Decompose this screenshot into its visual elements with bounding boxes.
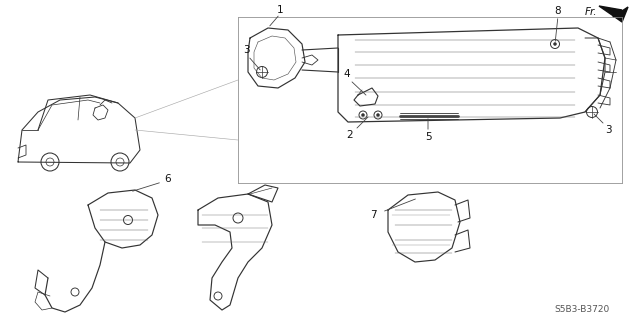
Text: 3: 3 [243, 45, 250, 55]
Circle shape [554, 42, 557, 46]
Text: 2: 2 [347, 130, 353, 140]
Circle shape [376, 114, 380, 116]
Circle shape [362, 114, 365, 116]
Text: S5B3-B3720: S5B3-B3720 [554, 306, 610, 315]
Text: Fr.: Fr. [584, 7, 597, 17]
Text: 7: 7 [371, 210, 377, 220]
Text: 1: 1 [276, 5, 284, 15]
Text: 5: 5 [425, 132, 431, 142]
Text: 6: 6 [164, 174, 172, 184]
Polygon shape [599, 6, 628, 22]
Text: 4: 4 [344, 69, 350, 79]
Text: 8: 8 [555, 6, 561, 16]
Text: 3: 3 [605, 125, 611, 135]
